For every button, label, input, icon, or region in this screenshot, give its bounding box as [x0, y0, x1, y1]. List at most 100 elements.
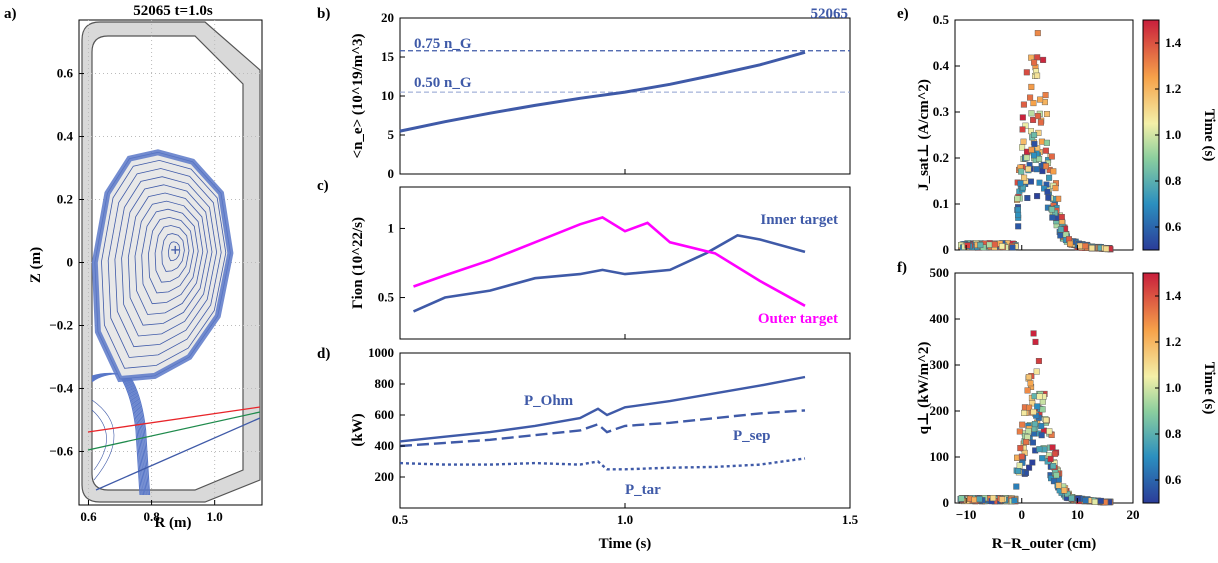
scatter-point — [1029, 459, 1036, 466]
coil-contour — [91, 409, 107, 471]
colorbar-e-ticks: 0.6 0.8 1.0 1.2 1.4 — [1155, 35, 1182, 234]
psep-label: P_sep — [733, 428, 771, 444]
lcfs-band — [91, 149, 234, 383]
panel-d-ytick: 800 — [375, 376, 395, 391]
ptar-series — [399, 457, 806, 471]
panel-d-ticks: 200 400 600 800 1000 0.5 1.0 1.5 — [368, 345, 859, 527]
panel-f-ytick: 200 — [930, 403, 950, 418]
scatter-point — [1018, 168, 1025, 175]
colorbar-f-tick: 1.4 — [1165, 288, 1182, 303]
scatter-point — [1048, 153, 1055, 160]
panel-c-ytick: 1 — [388, 220, 395, 235]
scatter-point — [1041, 185, 1048, 192]
panel-f-xtick: 0 — [1019, 507, 1026, 522]
scatter-point — [999, 243, 1006, 250]
scatter-point — [1033, 166, 1040, 173]
panel-b-ylabel: <n_e> (10^19/m^3) — [350, 34, 366, 159]
scatter-point — [1044, 188, 1051, 195]
panel-d-xtick: 1.0 — [617, 512, 633, 527]
scatter-point — [991, 241, 998, 248]
flux-surface — [134, 200, 204, 315]
panel-a-ylabel: Z (m) — [28, 247, 44, 283]
scatter-point — [1034, 72, 1041, 79]
scatter-point — [1049, 444, 1056, 451]
flux-surface — [107, 168, 222, 358]
blue-chord — [95, 417, 261, 491]
vessel-wall — [81, 21, 261, 503]
pohm-label: P_Ohm — [524, 393, 574, 409]
panel-e: 0 0.1 0.2 0.3 0.4 0.5 0.6 0.8 1.0 1.2 1.4 Time (s… — [916, 12, 1217, 257]
panel-b-ytick: 5 — [388, 127, 395, 142]
panel-c: 0.5 1 Inner target Outer target Γion (10^… — [350, 186, 851, 340]
scatter-point — [1053, 472, 1060, 479]
scatter-point — [1052, 450, 1059, 457]
scatter-point — [1088, 245, 1095, 252]
panel-b-ytick: 10 — [381, 88, 394, 103]
scatter-point — [1038, 423, 1045, 430]
panel-f-scatter — [957, 330, 1114, 506]
scatter-point — [1038, 138, 1045, 145]
scatter-point — [1050, 168, 1057, 175]
panel-c-plot — [412, 215, 806, 313]
panel-a-title: 52065 t=1.0s — [133, 3, 213, 19]
scatter-point — [1076, 242, 1083, 249]
flux-surface — [168, 241, 181, 262]
colorbar-f-tick: 1.2 — [1165, 334, 1181, 349]
panel-a-ytick: −0.4 — [49, 380, 73, 395]
panel-d-ytick: 1000 — [368, 345, 394, 360]
pohm-series — [399, 375, 806, 443]
scatter-point — [1064, 491, 1071, 498]
scatter-point — [1103, 245, 1110, 252]
scatter-point — [1039, 455, 1046, 462]
panel-e-ytick: 0.3 — [933, 104, 950, 119]
scatter-point — [1027, 94, 1034, 101]
panel-f-ytick: 400 — [930, 311, 950, 326]
scatter-point — [1024, 387, 1031, 394]
scatter-point — [1043, 110, 1050, 117]
panel-f-ytick: 300 — [930, 357, 950, 372]
colorbar-f-tick: 1.0 — [1165, 380, 1181, 395]
panel-a-ytick: 0 — [67, 255, 74, 270]
scatter-point — [1043, 417, 1050, 424]
scatter-point — [1055, 195, 1062, 202]
scatter-point — [1040, 56, 1047, 63]
scatter-point — [1047, 455, 1054, 462]
scatter-point — [1045, 194, 1052, 201]
panel-label-b: b) — [317, 6, 330, 22]
panel-b-ytick: 15 — [381, 49, 395, 64]
scatter-point — [1058, 213, 1065, 220]
panel-e-ytick: 0.2 — [933, 150, 949, 165]
scatter-point — [1091, 498, 1098, 505]
scatter-point — [1030, 100, 1037, 107]
panel-c-ylabel: Γion (10^22/s) — [350, 217, 366, 309]
ng-075-label: 0.75 n_G — [414, 36, 472, 52]
panel-a-ytick: 0.6 — [57, 66, 74, 81]
scatter-point — [1009, 244, 1016, 251]
scatter-point — [1030, 408, 1037, 415]
panel-label-e: e) — [897, 6, 909, 22]
scatter-point — [1052, 185, 1059, 192]
scatter-point — [1027, 178, 1034, 185]
scatter-point — [1023, 154, 1030, 161]
panel-d-xtick: 0.5 — [392, 512, 409, 527]
scatter-point — [1031, 131, 1038, 138]
colorbar-f-tick: 0.6 — [1165, 472, 1182, 487]
scatter-point — [1043, 139, 1050, 146]
panel-a-xtick: 0.8 — [143, 509, 160, 524]
flux-surface — [127, 192, 208, 326]
panel-c-ytick: 0.5 — [378, 290, 395, 305]
scatter-point — [1097, 497, 1104, 504]
outer-target-label: Outer target — [758, 311, 838, 327]
scatter-point — [1015, 206, 1022, 213]
scatter-point — [1030, 152, 1037, 159]
scatter-point — [1030, 116, 1037, 123]
flux-surface — [161, 233, 185, 272]
panel-f-frame — [954, 272, 1134, 504]
scatter-point — [1055, 482, 1062, 489]
scatter-point — [1046, 174, 1053, 181]
inner-target-label: Inner target — [760, 212, 838, 228]
panel-d-ytick: 400 — [375, 438, 395, 453]
scatter-point — [1067, 240, 1074, 247]
panel-d-ylabel: (kW) — [350, 413, 366, 446]
ptar-label: P_tar — [625, 482, 661, 498]
